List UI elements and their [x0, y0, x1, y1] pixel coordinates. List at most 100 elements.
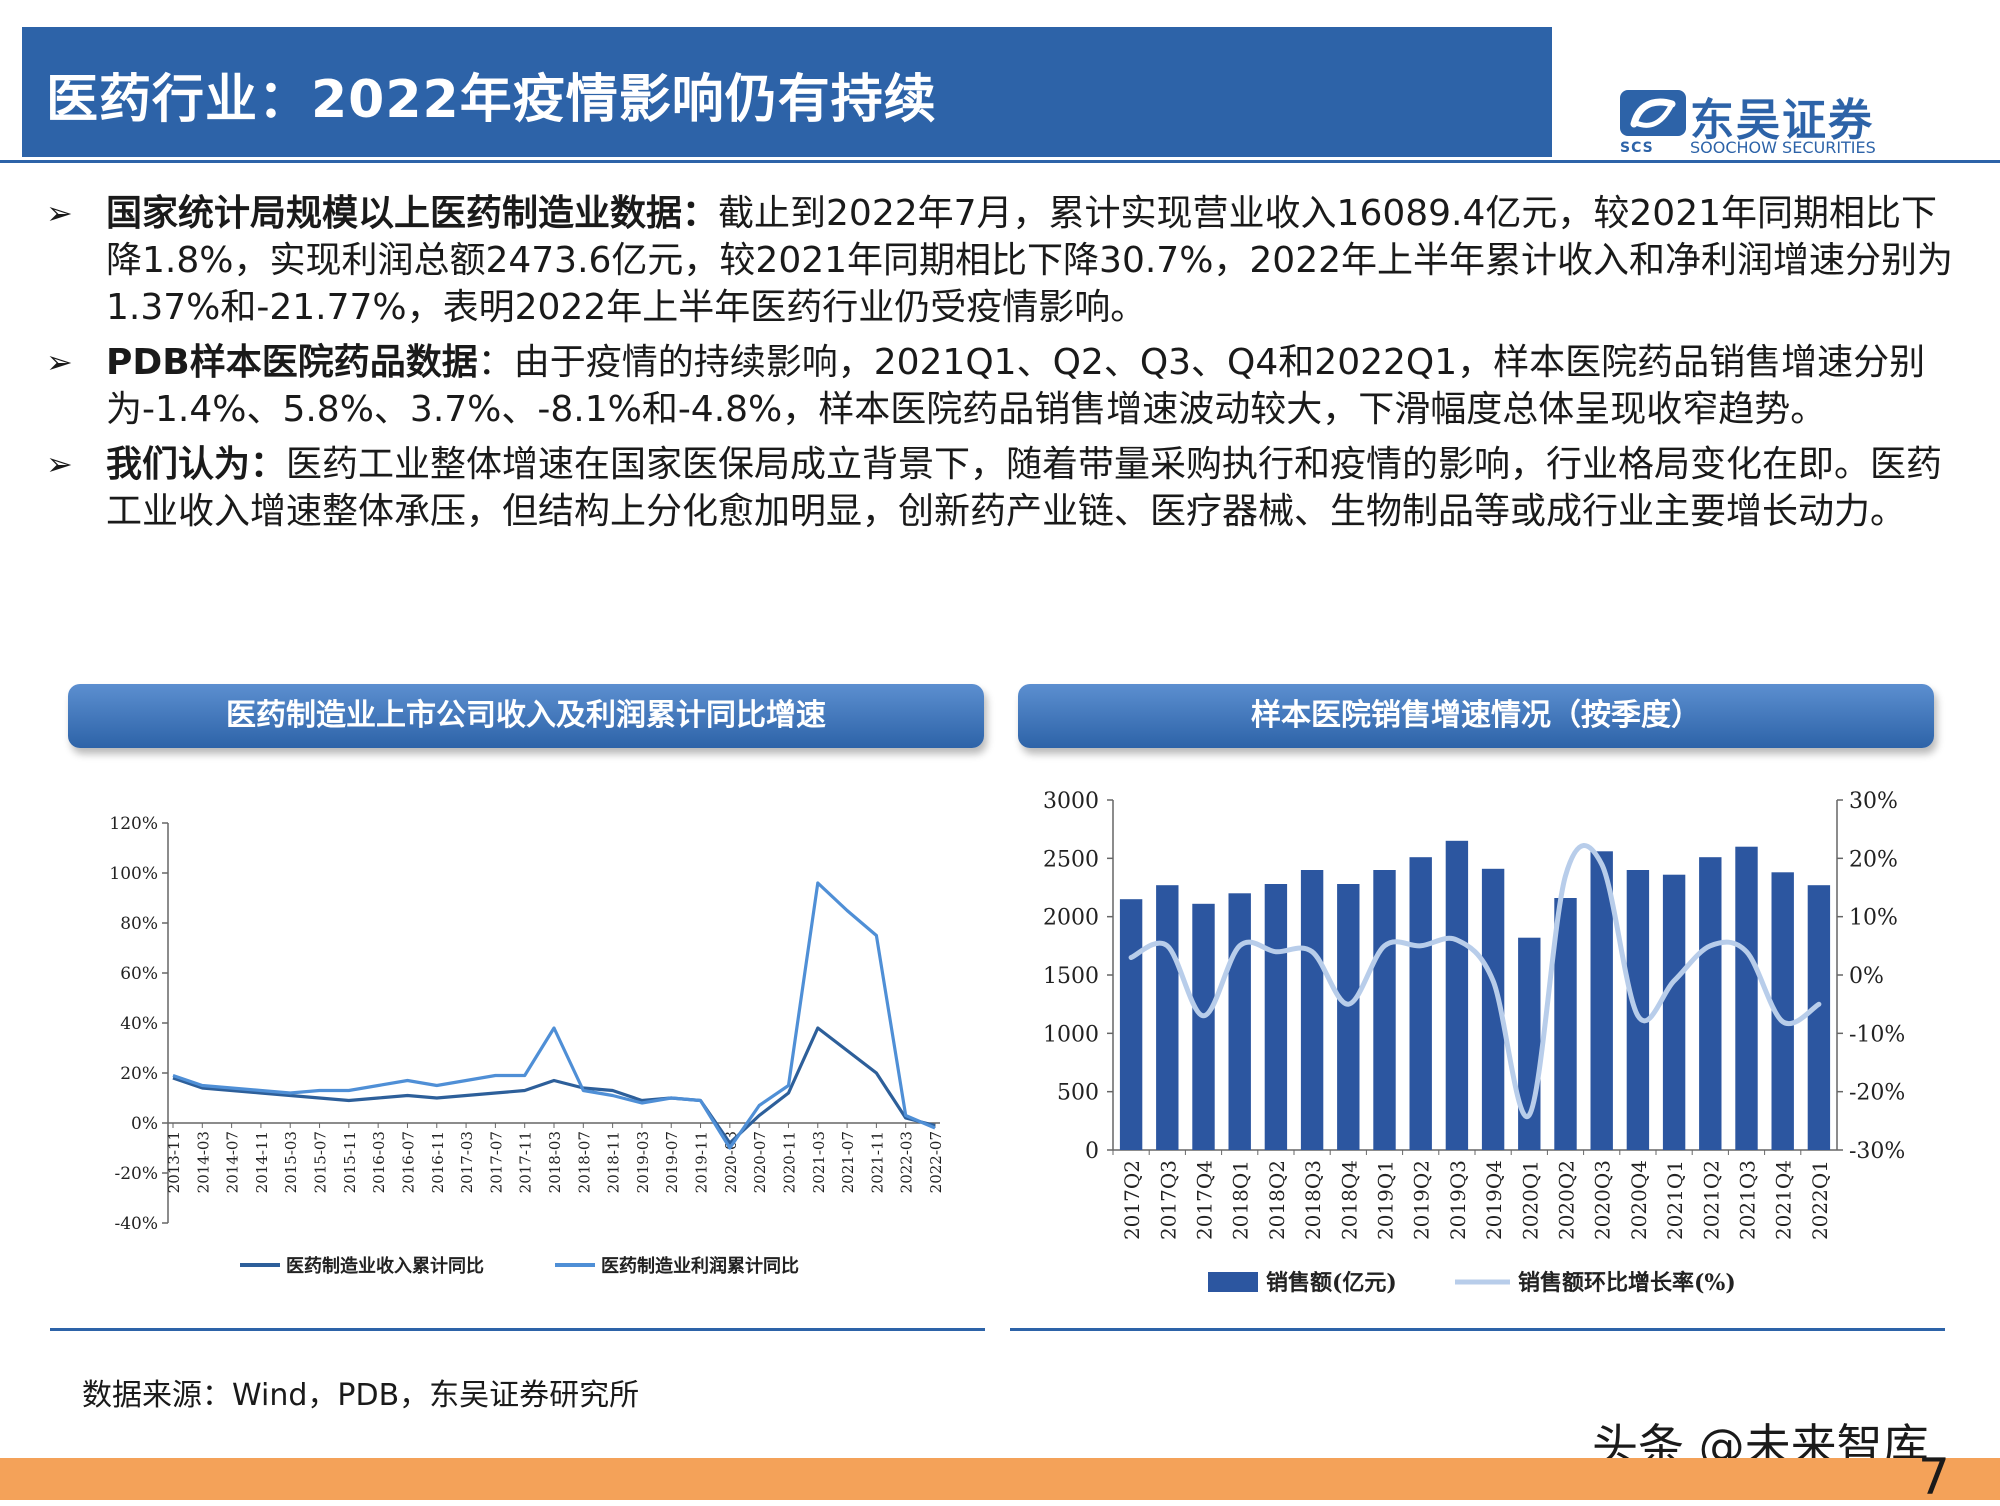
- bullet-item: ➢ 我们认为：医药工业整体增速在国家医保局成立背景下，随着带量采购执行和疫情的影…: [40, 441, 1960, 535]
- sales-bar: [1554, 898, 1577, 1150]
- x-tick-label: 2021Q2: [1699, 1160, 1723, 1240]
- legend-label-1: 医药制造业收入累计同比: [286, 1255, 484, 1277]
- bullet-arrow-icon: ➢: [46, 445, 73, 483]
- x-tick-label: 2017Q3: [1156, 1160, 1180, 1240]
- x-tick-label: 2022-03: [898, 1131, 916, 1193]
- bullet-lead: 国家统计局规模以上医药制造业数据：: [106, 193, 719, 234]
- left-y-tick-label: 0: [1085, 1139, 1099, 1164]
- y-tick-label: 0%: [131, 1114, 158, 1134]
- title-bar: [22, 27, 1552, 157]
- x-tick-label: 2018Q1: [1229, 1160, 1253, 1240]
- left-y-tick-label: 500: [1057, 1081, 1099, 1106]
- sales-bar: [1662, 874, 1686, 1150]
- left-y-tick-label: 2500: [1043, 847, 1099, 872]
- right-y-tick-label: 10%: [1849, 906, 1898, 931]
- sales-bar: [1771, 872, 1794, 1150]
- logo-mark-icon: [1620, 90, 1686, 136]
- sales-bar: [1156, 885, 1179, 1150]
- left-y-tick-label: 1500: [1043, 964, 1099, 989]
- bullet-text: 医药工业整体增速在国家医保局成立背景下，随着带量采购执行和疫情的影响，行业格局变…: [106, 444, 1943, 532]
- left-line-chart: 120% 100% 80% 60% 40% 20% 0% -20% -40% 2013-11 201…: [109, 814, 945, 1277]
- left-y-tick-label: 2000: [1043, 906, 1099, 931]
- bullet-item: ➢ 国家统计局规模以上医药制造业数据：截止到2022年7月，累计实现营业收入16…: [40, 190, 1960, 331]
- x-tick-label: 2020Q1: [1518, 1160, 1542, 1240]
- x-tick-label: 2020-03: [722, 1131, 740, 1193]
- right-combo-chart: 3000 2500 2000 1500 1000 500 0 30% 20% 10% 0% -10% -…: [1043, 789, 1905, 1296]
- right-panel-rule: [1010, 1328, 1945, 1331]
- x-tick-label: 2018Q2: [1265, 1160, 1289, 1240]
- x-tick-label: 2016-03: [370, 1131, 388, 1193]
- series-line-1: [172, 1026, 936, 1145]
- company-logo: SCS 东吴证券 SOOCHOW SECURITIES: [1618, 88, 1918, 160]
- sales-bar: [1228, 893, 1251, 1150]
- sales-bar: [1409, 857, 1432, 1150]
- x-tick-label: 2021Q3: [1736, 1160, 1760, 1240]
- bullet-item: ➢ PDB样本医院药品数据：由于疫情的持续影响，2021Q1、Q2、Q3、Q4和…: [40, 339, 1960, 433]
- x-tick-label: 2019Q2: [1410, 1160, 1434, 1240]
- bullet-lead: PDB样本医院药品数据: [106, 342, 478, 383]
- x-tick-label: 2017Q4: [1193, 1160, 1217, 1240]
- logo-company-name: 东吴证券: [1690, 95, 1874, 146]
- logo-abbreviation: SCS: [1620, 140, 1654, 156]
- series-line-2: [172, 881, 936, 1150]
- left-y-tick-label: 3000: [1043, 789, 1099, 814]
- right-y-tick-label: 20%: [1849, 847, 1898, 872]
- x-tick-label: 2021-07: [839, 1131, 857, 1193]
- x-tick-label: 2021-03: [810, 1131, 828, 1193]
- left-panel-rule: [50, 1328, 985, 1331]
- right-y-tick-label: 30%: [1849, 789, 1898, 814]
- bullet-text: ：由于疫情的持续影响，2021Q1、Q2、Q3、Q4和2022Q1，样本医院药品…: [106, 342, 1926, 430]
- x-tick-label: 2019-07: [663, 1131, 681, 1193]
- bullet-list: ➢ 国家统计局规模以上医药制造业数据：截止到2022年7月，累计实现营业收入16…: [40, 190, 1960, 543]
- sales-bar: [1699, 857, 1722, 1150]
- x-tick-label: 2014-03: [194, 1131, 212, 1193]
- growth-rate-line: [1128, 843, 1822, 1120]
- data-source: 数据来源：Wind，PDB，东吴证券研究所: [82, 1378, 640, 1413]
- sales-bar: [1481, 868, 1505, 1150]
- sales-bar: [1337, 884, 1360, 1150]
- x-tick-label: 2018-11: [605, 1131, 623, 1193]
- y-tick-label: 40%: [120, 1014, 158, 1034]
- page-title: 医药行业：2022年疫情影响仍有持续: [46, 70, 937, 130]
- legend-swatch-bar: [1208, 1272, 1258, 1292]
- right-panel-title: 样本医院销售增速情况（按季度）: [1018, 684, 1934, 748]
- y-tick-label: 80%: [120, 914, 158, 934]
- legend-label-line: 销售额环比增长率(%): [1518, 1270, 1736, 1296]
- x-tick-label: 2015-07: [312, 1131, 330, 1193]
- x-tick-label: 2014-07: [224, 1131, 242, 1193]
- x-tick-label: 2015-11: [341, 1131, 359, 1193]
- sales-bar: [1300, 870, 1324, 1150]
- legend-label-bar: 销售额(亿元): [1266, 1270, 1397, 1296]
- x-tick-label: 2018Q3: [1301, 1160, 1325, 1240]
- legend-label-2: 医药制造业利润累计同比: [601, 1255, 799, 1277]
- x-tick-label: 2019-03: [634, 1131, 652, 1193]
- x-tick-label: 2020Q3: [1591, 1160, 1615, 1240]
- sales-bar: [1119, 899, 1143, 1150]
- x-tick-label: 2014-11: [253, 1131, 271, 1193]
- bullet-arrow-icon: ➢: [46, 194, 73, 232]
- x-tick-label: 2019Q4: [1482, 1160, 1506, 1240]
- x-tick-label: 2022-07: [927, 1131, 945, 1193]
- logo-english-name: SOOCHOW SECURITIES: [1690, 138, 1876, 157]
- x-tick-label: 2019Q1: [1374, 1160, 1398, 1240]
- sales-bar: [1735, 846, 1758, 1150]
- bullet-text: 截止到2022年7月，累计实现营业收入16089.4亿元，较2021年同期相比下…: [106, 193, 1954, 328]
- right-y-tick-label: -20%: [1849, 1081, 1905, 1106]
- y-tick-label: 100%: [109, 864, 158, 884]
- bullet-lead: 我们认为：: [106, 444, 287, 485]
- x-tick-label: 2019-11: [693, 1131, 711, 1193]
- x-tick-label: 2013-11: [165, 1131, 183, 1193]
- x-tick-label: 2016-07: [399, 1131, 417, 1193]
- y-tick-label: -40%: [114, 1214, 158, 1234]
- x-tick-label: 2017-03: [458, 1131, 476, 1193]
- x-tick-label: 2020-11: [780, 1131, 798, 1193]
- x-tick-label: 2016-11: [429, 1131, 447, 1193]
- x-tick-label: 2021Q4: [1772, 1160, 1796, 1240]
- y-tick-label: 60%: [120, 964, 158, 984]
- x-tick-label: 2021-11: [868, 1131, 886, 1193]
- sales-bar: [1264, 884, 1288, 1150]
- x-tick-label: 2018-03: [546, 1131, 564, 1193]
- x-tick-label: 2020-07: [751, 1131, 769, 1193]
- sales-bar: [1590, 851, 1613, 1150]
- x-tick-label: 2020Q4: [1627, 1160, 1651, 1240]
